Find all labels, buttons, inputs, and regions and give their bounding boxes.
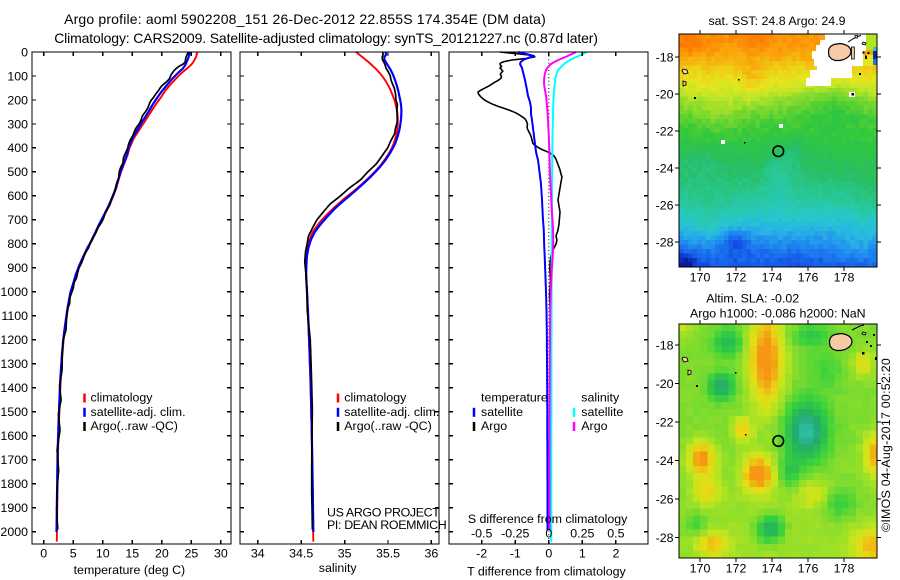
svg-text:1600: 1600: [0, 429, 28, 443]
svg-text:176: 176: [798, 271, 819, 285]
svg-text:200: 200: [7, 93, 28, 107]
svg-text:satellite-adj. clim.: satellite-adj. clim.: [344, 405, 439, 419]
svg-text:-20: -20: [656, 377, 674, 391]
svg-text:-18: -18: [656, 338, 674, 352]
svg-text:900: 900: [7, 261, 28, 275]
svg-text:10: 10: [96, 547, 110, 561]
svg-text:34.5: 34.5: [289, 547, 313, 561]
svg-text:100: 100: [7, 69, 28, 83]
svg-text:-0.25: -0.25: [501, 527, 529, 541]
svg-text:satellite-adj. clim.: satellite-adj. clim.: [91, 405, 186, 419]
svg-text:25: 25: [184, 547, 198, 561]
svg-text:800: 800: [7, 237, 28, 251]
svg-text:400: 400: [7, 141, 28, 155]
svg-text:-22: -22: [656, 124, 674, 138]
svg-text:1100: 1100: [1, 309, 28, 323]
svg-text:1700: 1700: [0, 453, 28, 467]
svg-text:©IMOS 04-Aug-2017 00:52:20: ©IMOS 04-Aug-2017 00:52:20: [879, 358, 893, 532]
svg-text:temperature (deg C): temperature (deg C): [74, 563, 186, 577]
svg-text:-20: -20: [656, 87, 674, 101]
svg-text:600: 600: [7, 189, 28, 203]
svg-text:1400: 1400: [0, 381, 28, 395]
svg-text:salinity: salinity: [319, 561, 358, 575]
svg-text:Argo profile: aoml 5902208_151: Argo profile: aoml 5902208_151 26-Dec-20…: [64, 11, 546, 27]
svg-text:174: 174: [762, 562, 783, 576]
svg-text:172: 172: [726, 562, 747, 576]
svg-text:178: 178: [834, 562, 855, 576]
svg-text:2000: 2000: [0, 525, 28, 539]
svg-text:-24: -24: [656, 161, 674, 175]
svg-text:Argo h1000: -0.086 h2000: NaN: Argo h1000: -0.086 h2000: NaN: [690, 307, 866, 321]
svg-text:0: 0: [40, 547, 47, 561]
svg-text:-0.5: -0.5: [471, 527, 492, 541]
svg-text:Argo: Argo: [581, 419, 607, 433]
svg-text:300: 300: [7, 117, 28, 131]
svg-text:700: 700: [7, 213, 28, 227]
svg-text:temperature: temperature: [481, 391, 548, 405]
svg-text:0.25: 0.25: [570, 527, 594, 541]
svg-text:sat. SST: 24.8 Argo: 24.9: sat. SST: 24.8 Argo: 24.9: [708, 14, 845, 28]
svg-text:170: 170: [690, 271, 711, 285]
svg-text:T difference from climatology: T difference from climatology: [467, 564, 626, 578]
svg-text:34: 34: [251, 547, 265, 561]
svg-text:-28: -28: [656, 235, 674, 249]
svg-text:1300: 1300: [0, 357, 28, 371]
svg-text:Argo: Argo: [481, 419, 507, 433]
svg-text:0: 0: [545, 527, 552, 541]
svg-text:Climatology: CARS2009. Satelli: Climatology: CARS2009. Satellite-adjuste…: [54, 30, 598, 46]
svg-text:1900: 1900: [0, 501, 28, 515]
svg-text:0: 0: [545, 547, 552, 561]
svg-text:-2: -2: [476, 547, 487, 561]
svg-text:30: 30: [214, 547, 228, 561]
svg-text:-26: -26: [656, 492, 674, 506]
svg-text:172: 172: [726, 271, 747, 285]
svg-text:1200: 1200: [0, 333, 28, 347]
svg-text:Argo(..raw -QC): Argo(..raw -QC): [344, 419, 431, 433]
svg-text:1: 1: [579, 547, 586, 561]
svg-text:-24: -24: [656, 454, 674, 468]
svg-text:1800: 1800: [0, 477, 28, 491]
svg-text:0.5: 0.5: [607, 527, 624, 541]
svg-text:35.5: 35.5: [376, 547, 400, 561]
svg-text:climatology: climatology: [91, 391, 154, 405]
svg-text:15: 15: [125, 547, 139, 561]
svg-text:5: 5: [70, 547, 77, 561]
svg-text:2: 2: [612, 547, 619, 561]
svg-text:-18: -18: [656, 50, 674, 64]
svg-text:36: 36: [425, 547, 439, 561]
svg-text:US ARGO PROJECT: US ARGO PROJECT: [327, 506, 440, 520]
svg-text:174: 174: [762, 271, 783, 285]
svg-text:178: 178: [834, 271, 855, 285]
svg-text:170: 170: [690, 562, 711, 576]
svg-text:-26: -26: [656, 198, 674, 212]
svg-text:35: 35: [338, 547, 352, 561]
svg-text:1500: 1500: [0, 405, 28, 419]
svg-text:20: 20: [155, 547, 169, 561]
svg-text:satellite: satellite: [481, 405, 523, 419]
svg-text:500: 500: [7, 165, 28, 179]
svg-text:176: 176: [798, 562, 819, 576]
svg-text:Argo(..raw -QC): Argo(..raw -QC): [91, 419, 178, 433]
svg-text:salinity: salinity: [581, 391, 620, 405]
svg-text:-28: -28: [656, 531, 674, 545]
svg-text:S difference from climatology: S difference from climatology: [468, 512, 628, 526]
svg-text:PI: DEAN ROEMMICH: PI: DEAN ROEMMICH: [327, 518, 446, 532]
svg-text:-1: -1: [510, 547, 521, 561]
svg-text:climatology: climatology: [344, 391, 407, 405]
svg-text:satellite: satellite: [581, 405, 623, 419]
svg-text:0: 0: [21, 45, 28, 59]
svg-text:-22: -22: [656, 415, 674, 429]
svg-text:1000: 1000: [0, 285, 28, 299]
svg-text:Altim. SLA: -0.02: Altim. SLA: -0.02: [706, 292, 799, 306]
